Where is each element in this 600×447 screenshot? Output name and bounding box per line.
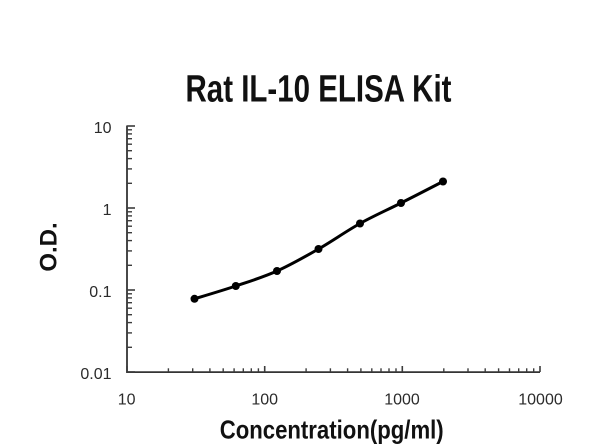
svg-text:0.01: 0.01 xyxy=(80,366,111,383)
svg-text:10: 10 xyxy=(94,120,112,137)
svg-text:Rat IL-10 ELISA Kit: Rat IL-10 ELISA Kit xyxy=(186,69,452,111)
svg-text:Concentration(pg/ml): Concentration(pg/ml) xyxy=(220,414,444,444)
svg-text:10: 10 xyxy=(118,392,136,409)
svg-text:100: 100 xyxy=(251,392,278,409)
svg-text:10000: 10000 xyxy=(518,392,563,409)
svg-text:1: 1 xyxy=(103,202,112,219)
svg-text:1000: 1000 xyxy=(384,392,420,409)
svg-text:0.1: 0.1 xyxy=(89,284,111,301)
svg-text:O.D.: O.D. xyxy=(36,222,63,271)
